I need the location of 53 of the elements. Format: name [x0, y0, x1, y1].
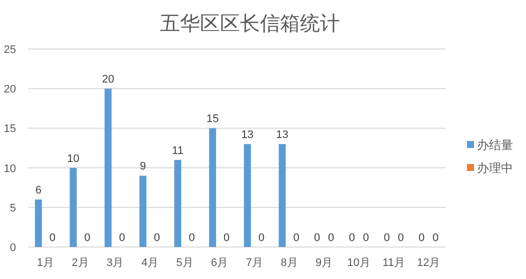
bar [139, 176, 146, 247]
y-tick-label: 5 [10, 202, 16, 214]
y-tick-label: 10 [4, 162, 16, 175]
x-tick-label: 1月 [36, 257, 54, 269]
data-label: 0 [188, 232, 195, 244]
data-label: 11 [172, 144, 184, 157]
y-tick-label: 25 [4, 44, 16, 56]
data-label: 0 [119, 232, 126, 244]
x-tick-label: 6月 [211, 257, 228, 269]
x-tick-label: 4月 [141, 257, 158, 269]
legend-label: 办理中 [477, 161, 513, 175]
data-label: 0 [84, 232, 90, 244]
data-label: 0 [314, 232, 320, 244]
data-label: 0 [328, 232, 334, 244]
data-label: 15 [206, 113, 219, 126]
legend-label: 办结量 [477, 138, 513, 152]
x-tick-label: 8月 [280, 257, 298, 269]
data-label: 20 [102, 74, 114, 86]
bar [174, 160, 182, 247]
data-label: 0 [398, 232, 404, 244]
x-tick-label: 12月 [416, 257, 440, 269]
data-label: 0 [418, 232, 425, 244]
x-tick-label: 7月 [246, 257, 263, 269]
data-label: 0 [49, 232, 56, 244]
data-label: 0 [384, 232, 390, 244]
data-label: 0 [258, 232, 264, 244]
data-label: 0 [154, 232, 160, 244]
x-tick-label: 2月 [72, 257, 89, 269]
data-label: 13 [241, 129, 254, 142]
x-tick-label: 9月 [316, 257, 333, 269]
y-tick-label: 15 [4, 123, 16, 136]
data-label: 13 [276, 129, 288, 142]
x-tick-label: 3月 [106, 257, 124, 269]
bar [278, 144, 286, 247]
bar [244, 144, 251, 247]
bar [209, 128, 216, 247]
x-tick-label: 11月 [382, 257, 405, 269]
data-label: 9 [140, 160, 146, 173]
bar [104, 88, 112, 247]
data-label: 0 [362, 232, 369, 244]
y-tick-label: 0 [10, 242, 16, 254]
data-label: 6 [35, 184, 42, 196]
data-label: 0 [293, 232, 300, 244]
data-label: 0 [348, 232, 355, 244]
y-tick-label: 20 [4, 84, 16, 96]
x-tick-label: 5月 [176, 257, 194, 269]
data-label: 0 [432, 232, 439, 244]
bar [70, 168, 77, 247]
chart-title: 五华区区长信箱统计 [160, 13, 340, 35]
data-label: 0 [224, 232, 230, 244]
data-label: 10 [67, 152, 80, 165]
x-tick-label: 10月 [347, 257, 371, 269]
bar [34, 199, 42, 247]
